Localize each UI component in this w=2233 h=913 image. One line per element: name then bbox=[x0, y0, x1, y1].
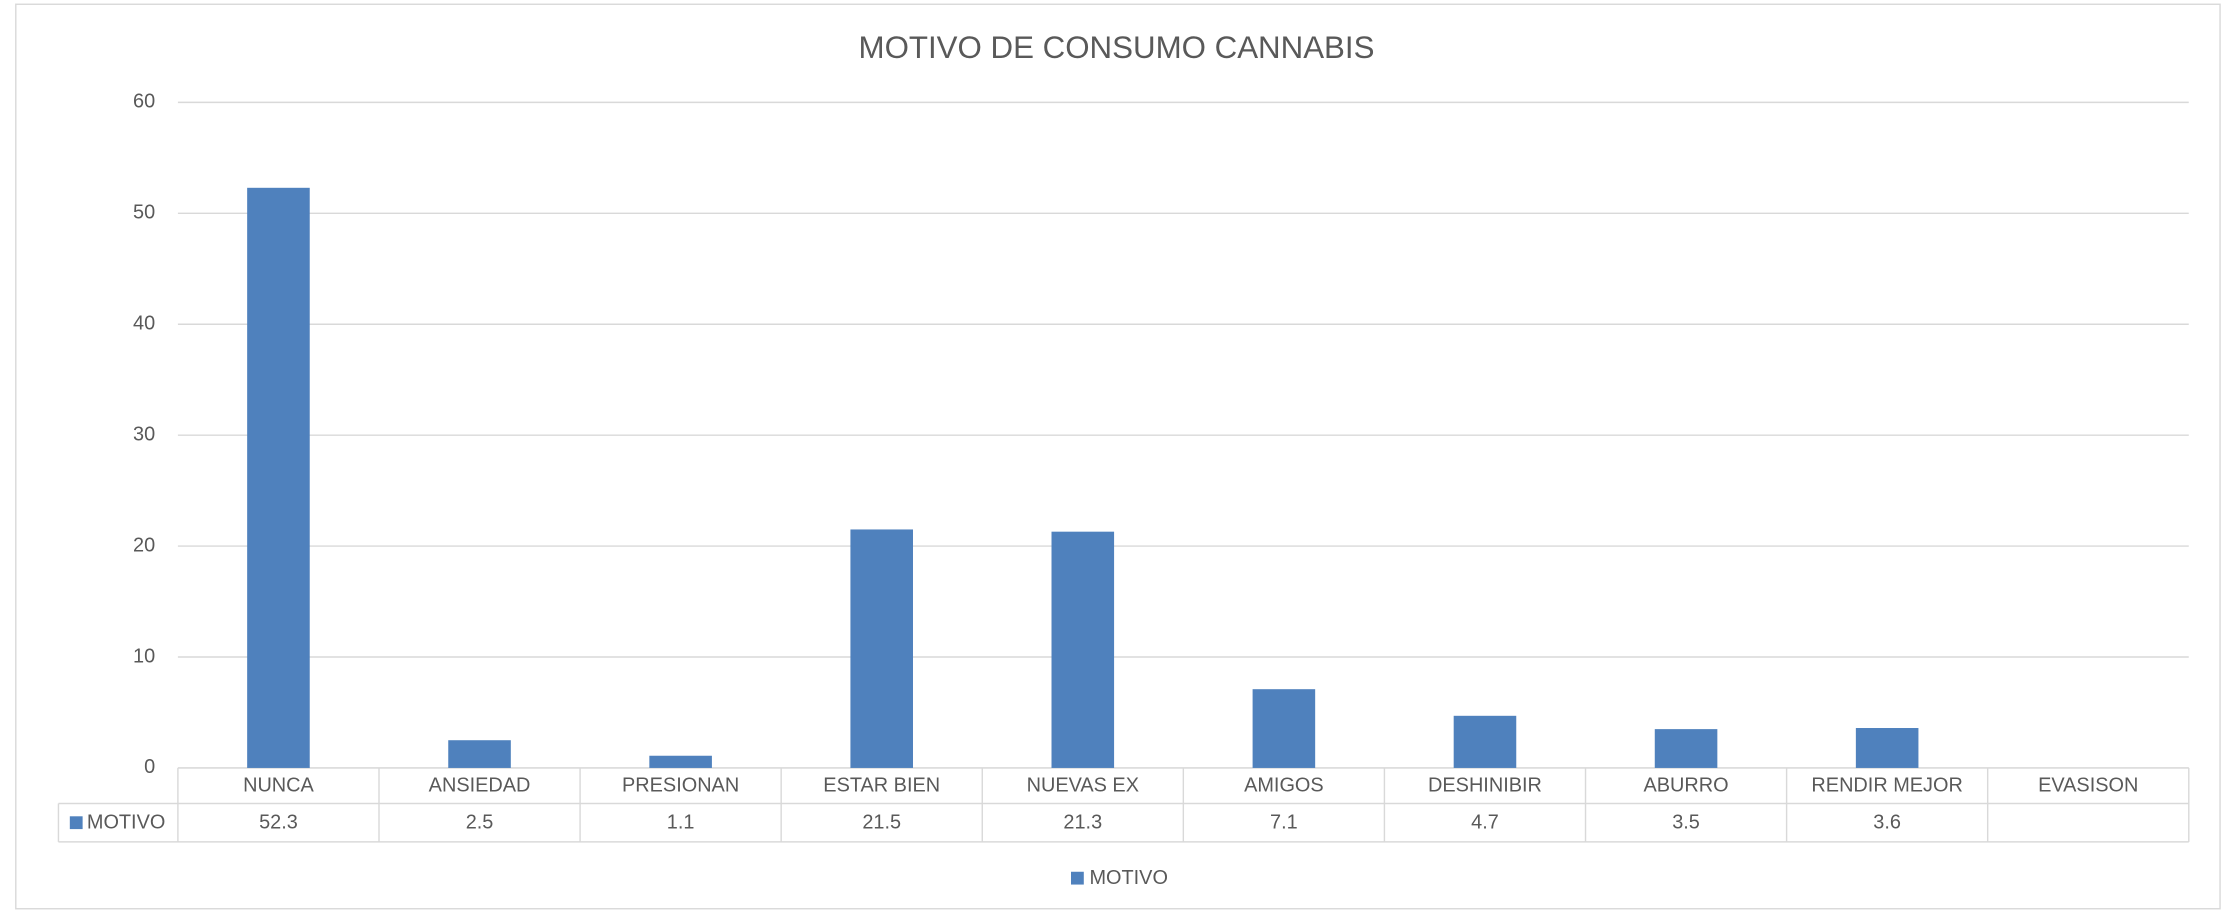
y-tick-label: 20 bbox=[133, 534, 155, 556]
x-tick-label: NUEVAS EX bbox=[1027, 775, 1139, 797]
bar bbox=[448, 740, 511, 768]
table-row-header: MOTIVO bbox=[87, 812, 165, 834]
x-tick-label: ABURRO bbox=[1644, 775, 1729, 797]
x-tick-label: EVASISON bbox=[2038, 775, 2138, 797]
x-tick-label: DESHINIBIR bbox=[1428, 775, 1542, 797]
chart-frame bbox=[15, 3, 2221, 910]
y-tick-label: 0 bbox=[144, 756, 155, 778]
y-tick-label: 10 bbox=[133, 645, 155, 667]
x-tick-label: AMIGOS bbox=[1244, 775, 1324, 797]
bar bbox=[850, 529, 913, 768]
table-value: 2.5 bbox=[466, 812, 494, 834]
bar bbox=[1051, 531, 1115, 768]
x-tick-label: ESTAR BIEN bbox=[823, 775, 940, 797]
y-tick-label: 40 bbox=[133, 312, 155, 334]
bar bbox=[1855, 728, 1919, 768]
bar bbox=[649, 755, 712, 768]
table-value: 21.3 bbox=[1063, 812, 1102, 834]
table-value: 21.5 bbox=[862, 812, 901, 834]
table-value: 7.1 bbox=[1270, 812, 1298, 834]
y-tick-label: 30 bbox=[133, 423, 155, 445]
y-tick-label: 50 bbox=[133, 202, 155, 224]
table-value: 1.1 bbox=[667, 812, 695, 834]
bar bbox=[1252, 689, 1316, 768]
table-value: 52.3 bbox=[259, 812, 298, 834]
x-tick-label: ANSIEDAD bbox=[429, 775, 531, 797]
table-value: 3.6 bbox=[1873, 812, 1901, 834]
table-legend-key bbox=[69, 816, 83, 830]
bar bbox=[247, 187, 310, 768]
table-value: 4.7 bbox=[1471, 812, 1499, 834]
legend-label: MOTIVO bbox=[1089, 867, 1167, 889]
table-value: 3.5 bbox=[1672, 812, 1700, 834]
x-tick-label: NUNCA bbox=[243, 775, 314, 797]
x-tick-label: RENDIR MEJOR bbox=[1811, 775, 1962, 797]
chart-title: MOTIVO DE CONSUMO CANNABIS bbox=[859, 30, 1375, 65]
x-tick-label: PRESIONAN bbox=[622, 775, 739, 797]
bar bbox=[1453, 715, 1517, 768]
legend-key bbox=[1070, 871, 1084, 885]
bar bbox=[1654, 729, 1718, 768]
y-tick-label: 60 bbox=[133, 91, 155, 113]
